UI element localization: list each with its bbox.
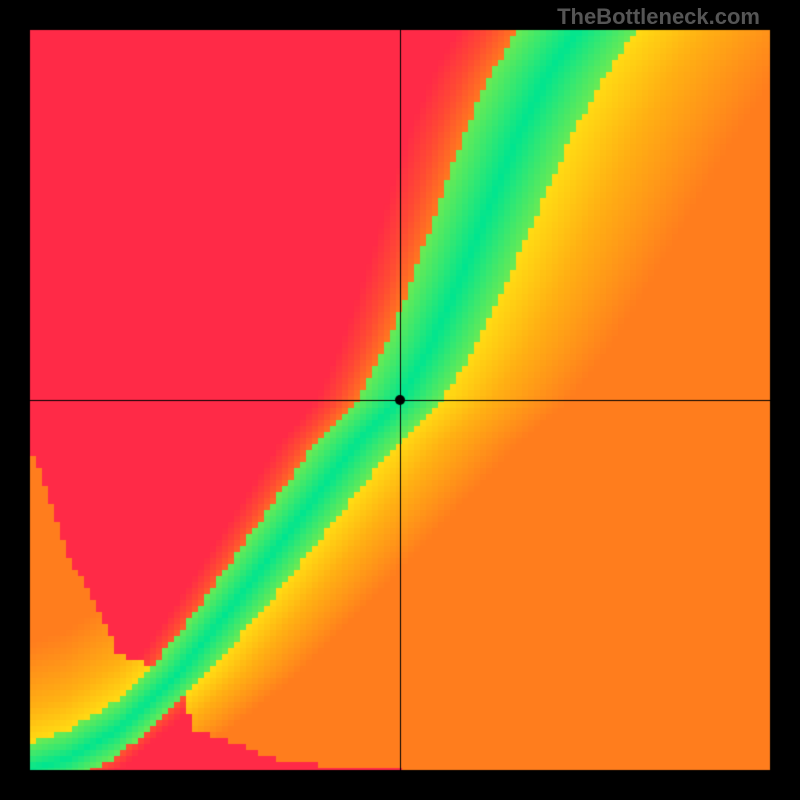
bottleneck-heatmap [0, 0, 800, 800]
chart-container: TheBottleneck.com [0, 0, 800, 800]
watermark-text: TheBottleneck.com [557, 4, 760, 30]
